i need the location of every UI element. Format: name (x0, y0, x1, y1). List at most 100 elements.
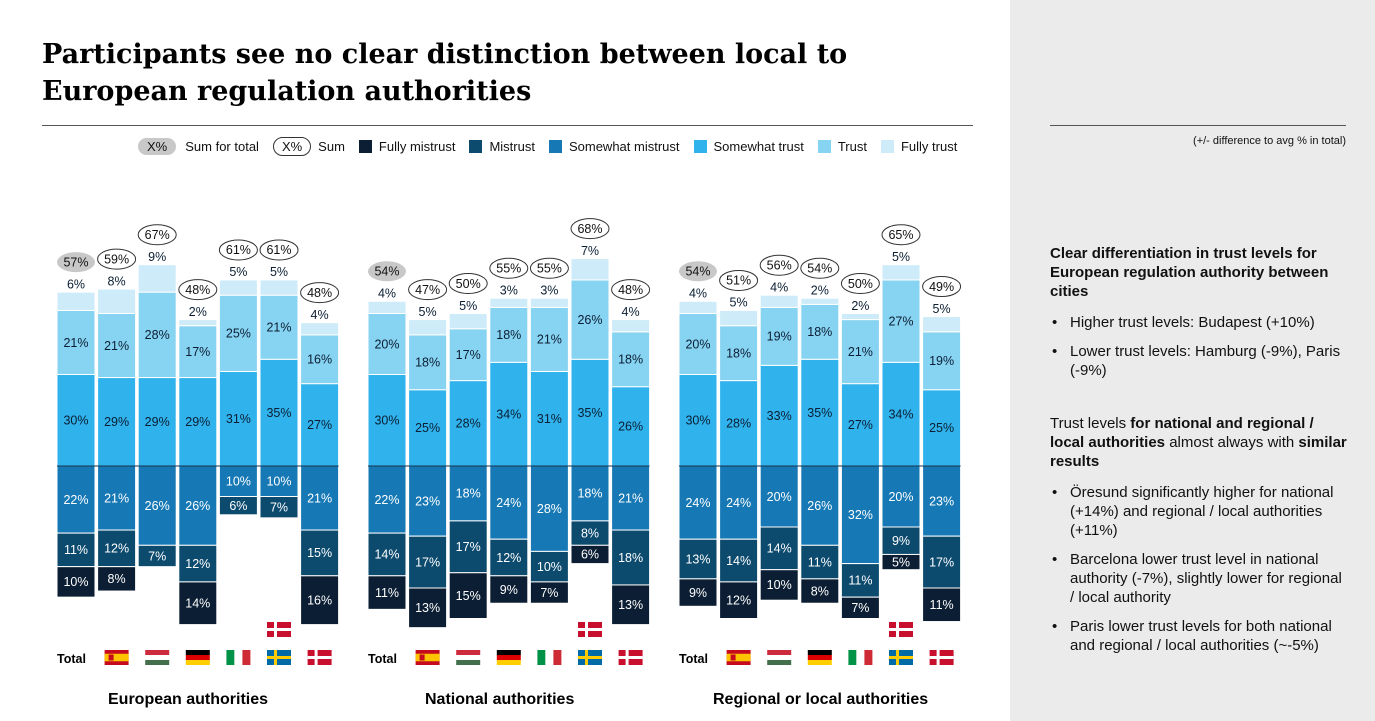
sum-oval (611, 279, 651, 301)
bar-segment-fully-trust (137, 264, 177, 293)
data-label: 18% (496, 328, 521, 342)
difference-note: (+/- difference to avg % in total) (1193, 135, 1346, 147)
spain-flag-icon (104, 650, 129, 665)
sum-oval (489, 257, 529, 279)
data-label: 9% (689, 586, 707, 600)
data-label: 18% (456, 487, 481, 501)
legend-swatch (880, 139, 894, 153)
bar-segment-trust (178, 325, 218, 379)
sum-oval (570, 218, 610, 240)
data-label: 7% (148, 549, 166, 563)
data-label: 35% (807, 406, 832, 420)
data-label: 22% (63, 493, 88, 507)
legend-sum: X% Sum (272, 136, 345, 156)
heading-part-bold: similar results (1050, 434, 1347, 470)
italy-flag-icon (848, 650, 873, 665)
sidebar-content: Clear differentiation in trust levels fo… (1050, 244, 1350, 689)
data-label: 24% (726, 496, 751, 510)
data-label: 11% (848, 574, 872, 588)
bar-segment-fully-trust (259, 279, 299, 296)
bar-segment-mistrust (408, 535, 448, 589)
bar-segment-mistrust (137, 544, 177, 568)
sum-label: 57% (63, 255, 88, 269)
panel-title-european: European authorities (108, 691, 269, 708)
data-label: 11% (375, 586, 399, 600)
bar-segment-mistrust (448, 520, 488, 574)
bar-segment-trust (719, 325, 759, 382)
legend-label: Mistrust (489, 138, 535, 154)
data-label: 9% (892, 534, 910, 548)
bar-segment-somewhat-trust (367, 374, 407, 467)
data-label: 22% (374, 493, 399, 507)
bar-segment-somewhat-trust (259, 358, 299, 467)
legend-swatch (548, 139, 562, 153)
sum-label: 48% (185, 283, 210, 297)
data-label: 17% (415, 555, 440, 569)
bar-segment-mistrust (881, 526, 921, 555)
sum-label: 50% (456, 277, 481, 291)
data-label: 15% (307, 546, 332, 560)
data-label: 30% (63, 414, 88, 428)
bar-segment-trust (137, 291, 177, 379)
bar-segment-somewhat-mistrust (719, 465, 759, 540)
sum-label: 55% (537, 262, 562, 276)
data-label: 13% (685, 552, 710, 566)
bar-segment-fully-mistrust (759, 569, 799, 601)
legend-swatch (693, 139, 707, 153)
spain-flag-icon (415, 650, 440, 665)
bar-segment-fully-trust (678, 300, 718, 314)
sum-oval (178, 279, 218, 301)
data-label: 18% (618, 551, 643, 565)
panel-title-national: National authorities (425, 691, 575, 708)
data-label: 20% (685, 337, 710, 351)
bar-segment-fully-mistrust (489, 575, 529, 604)
data-label: 14% (374, 548, 399, 562)
bar-segment-fully-mistrust (922, 587, 962, 623)
sum-oval (97, 248, 137, 270)
data-label: 23% (929, 494, 954, 508)
data-label: 10% (226, 475, 251, 489)
bar-segment-fully-mistrust (300, 575, 340, 626)
data-label: 17% (185, 345, 210, 359)
sum-total-oval: X% (138, 137, 177, 155)
data-label: 21% (618, 491, 643, 505)
page-title: Participants see no clear distinction be… (42, 36, 942, 110)
data-label: 35% (577, 406, 602, 420)
bar-segment-trust (611, 331, 651, 388)
data-label: 4% (689, 287, 707, 301)
germany-flag-icon (496, 650, 521, 665)
bar-segment-fully-mistrust (678, 578, 718, 607)
data-label: 14% (767, 542, 792, 556)
insight-item: Higher trust levels: Budapest (+10%) (1050, 313, 1350, 332)
bar-segment-somewhat-mistrust (448, 465, 488, 522)
data-label: 35% (266, 406, 291, 420)
legend-fully-trust: Fully trust (880, 139, 957, 154)
bar-segment-mistrust (259, 496, 299, 519)
data-label: 34% (888, 407, 913, 421)
data-label: 25% (929, 421, 954, 435)
data-label: 4% (622, 305, 640, 319)
data-label: 15% (456, 589, 481, 603)
bar-segment-fully-trust (840, 313, 880, 321)
legend-label: Somewhat trust (713, 138, 804, 154)
bar-segment-fully-mistrust (800, 578, 840, 604)
data-label: 6% (581, 548, 599, 562)
data-label: 7% (270, 500, 288, 514)
sum-label: 49% (929, 280, 954, 294)
data-label: 5% (229, 265, 247, 279)
data-label: 16% (307, 593, 332, 607)
hungary-flag-icon (767, 650, 792, 665)
insight-item: Öresund significantly higher for nationa… (1050, 483, 1350, 540)
sum-total-oval (679, 261, 717, 282)
data-label: 18% (415, 356, 440, 370)
bar-segment-trust (367, 313, 407, 375)
denmark-flag-icon (889, 622, 913, 637)
bar-segment-fully-trust (922, 316, 962, 333)
data-label: 20% (767, 490, 792, 504)
data-label: 10% (266, 475, 291, 489)
total-label: Total (368, 652, 397, 666)
bar-segment-fully-trust (178, 319, 218, 327)
data-label: 31% (226, 412, 251, 426)
data-label: 10% (767, 578, 792, 592)
bar-segment-somewhat-mistrust (367, 465, 407, 534)
